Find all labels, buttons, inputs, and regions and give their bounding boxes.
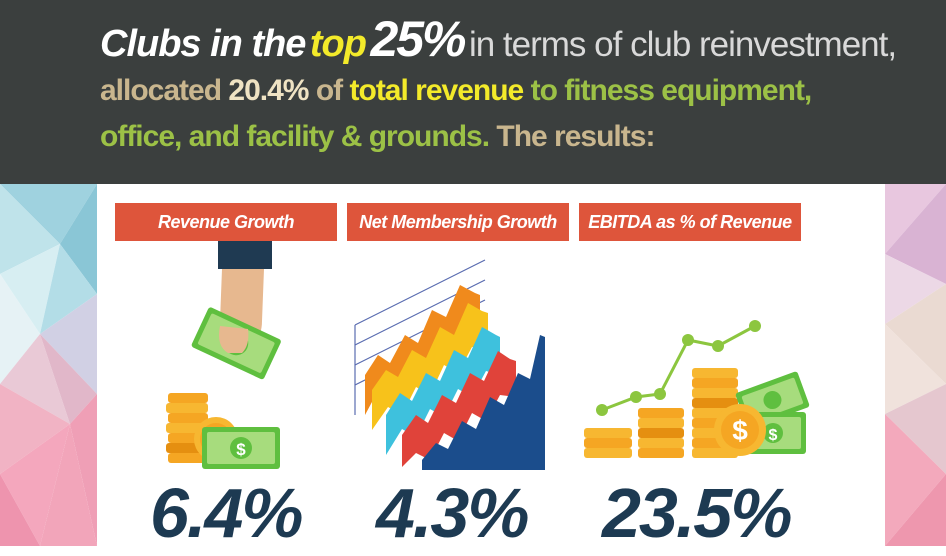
navy-series-ribbon [422, 335, 545, 470]
svg-text:$: $ [732, 415, 748, 446]
headline-line-1: Clubs in the top 25% in terms of club re… [100, 10, 897, 68]
headline-facility-text: office, and facility & grounds. [100, 120, 490, 153]
metric-label-ebitda: EBITDA as % of Revenue [579, 203, 801, 241]
revenue-growth-illustration: $ $ $ [166, 241, 281, 469]
metric-value-net-membership-growth: 4.3% [376, 474, 530, 552]
headline-banner: Clubs in the top 25% in terms of club re… [0, 0, 946, 184]
right-geometric-decoration [885, 184, 946, 546]
headline-allocated-text: allocated [100, 74, 222, 107]
headline-results-text: The results: [496, 120, 655, 153]
suit-sleeve-icon [218, 241, 272, 269]
metric-value-revenue-growth: 6.4% [150, 474, 304, 552]
metric-value-ebitda: 23.5% [602, 474, 792, 552]
headline-reinvestment-text: in terms of club reinvestment, [468, 25, 897, 64]
left-geometric-decoration [0, 184, 97, 546]
membership-growth-illustration [354, 259, 545, 470]
dollar-coin-icon: $ [714, 404, 766, 456]
headline-fitness-text: to fitness equipment, [530, 74, 813, 107]
svg-text:$: $ [236, 440, 246, 459]
metric-label-revenue-growth: Revenue Growth [115, 203, 337, 241]
headline-percent-text: 25% [370, 11, 466, 67]
trend-line-icon [596, 320, 761, 416]
headline-line-3: office, and facility & grounds. The resu… [100, 120, 655, 154]
red-series-ribbon [402, 351, 516, 467]
headline-clubs-text: Clubs in the [100, 23, 306, 65]
headline-of-text: of [315, 74, 343, 107]
metric-label-net-membership-growth: Net Membership Growth [347, 203, 569, 241]
banknote-icon: $ [202, 427, 280, 469]
headline-allocation-value: 20.4% [228, 74, 309, 107]
svg-text:$: $ [769, 427, 778, 444]
headline-top-text: top [309, 23, 367, 65]
headline-total-revenue-text: total revenue [349, 74, 525, 107]
ebitda-illustration: $ $ [584, 320, 810, 458]
headline-line-2: allocated 20.4% of total revenue to fitn… [100, 74, 813, 108]
